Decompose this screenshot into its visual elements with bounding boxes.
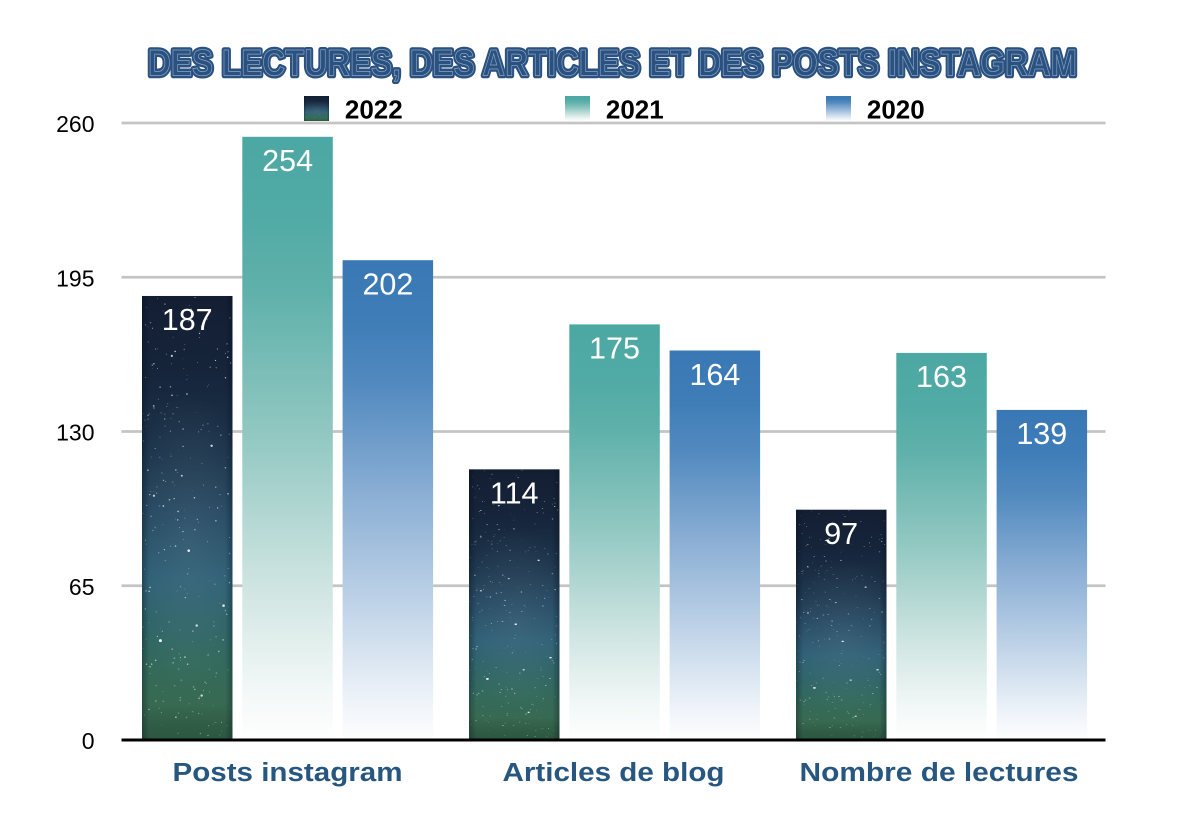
svg-text:164: 164 bbox=[689, 358, 740, 392]
svg-text:260: 260 bbox=[56, 111, 94, 137]
svg-text:65: 65 bbox=[69, 574, 95, 600]
svg-text:195: 195 bbox=[56, 265, 94, 291]
svg-text:Nombre de lectures: Nombre de lectures bbox=[800, 759, 1079, 787]
svg-text:Posts instagram: Posts instagram bbox=[173, 759, 403, 787]
svg-text:130: 130 bbox=[56, 420, 94, 446]
svg-text:139: 139 bbox=[1016, 417, 1067, 451]
svg-text:202: 202 bbox=[362, 268, 413, 302]
svg-text:Articles de blog: Articles de blog bbox=[503, 759, 725, 787]
svg-text:163: 163 bbox=[916, 360, 967, 394]
svg-text:2020: 2020 bbox=[867, 94, 925, 124]
svg-text:DES LECTURES, DES ARTICLES ET: DES LECTURES, DES ARTICLES ET DES POSTS … bbox=[148, 43, 1077, 84]
svg-text:254: 254 bbox=[262, 144, 313, 178]
svg-text:97: 97 bbox=[824, 517, 858, 551]
svg-text:2021: 2021 bbox=[606, 94, 664, 124]
svg-text:114: 114 bbox=[490, 477, 539, 511]
svg-text:DES LECTURES, DES ARTICLES ET: DES LECTURES, DES ARTICLES ET DES POSTS … bbox=[148, 43, 1077, 84]
svg-text:187: 187 bbox=[162, 303, 213, 337]
svg-text:0: 0 bbox=[82, 728, 95, 754]
svg-text:2022: 2022 bbox=[345, 94, 403, 124]
svg-text:175: 175 bbox=[589, 332, 640, 366]
